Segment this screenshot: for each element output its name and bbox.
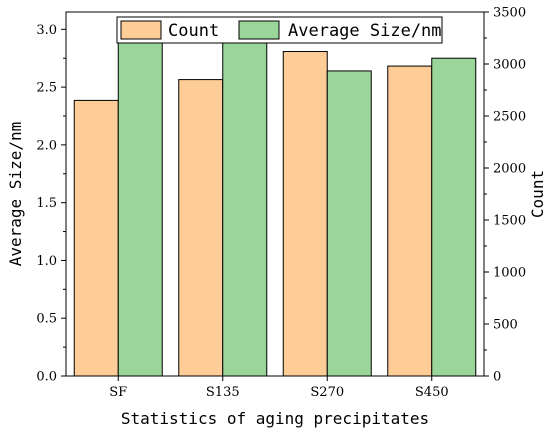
bars-layer	[73, 32, 477, 377]
bar-count-sf	[73, 99, 119, 377]
y-right-tick-label: 1500	[493, 214, 526, 229]
x-axis-title: Statistics of aging precipitates	[121, 409, 429, 428]
legend-label-count: Count	[168, 21, 219, 41]
x-tick-label: SF	[109, 385, 127, 400]
axes-layer: SF S135 S270 S450 0.0 0.5 1.0 1.5 2.0 2.5 3.0 0 500 1…	[36, 6, 526, 401]
legend-swatch-count	[120, 20, 162, 40]
y-left-tick-label: 2.0	[36, 138, 57, 153]
y-right-tick-label: 0	[493, 370, 501, 385]
y-right-tick-label: 2000	[493, 162, 526, 177]
legend-swatch-average-size	[238, 20, 280, 40]
bar-count-s135	[178, 79, 224, 377]
legend: Count Average Size/nm	[116, 16, 443, 44]
y-right-tick-label: 500	[493, 318, 518, 333]
y-right-tick-label: 3500	[493, 6, 526, 21]
bar-count-s270	[282, 51, 328, 377]
legend-label-average-size: Average Size/nm	[288, 21, 442, 41]
y-left-tick-label: 3.0	[36, 23, 57, 38]
bar-average-size-sf	[117, 32, 163, 377]
y-right-tick-label: 2500	[493, 110, 526, 125]
y-axis-left-title: Average Size/nm	[6, 122, 25, 267]
x-tick-label: S270	[310, 385, 344, 400]
y-left-tick-label: 0.5	[36, 312, 57, 327]
bar-average-size-s270	[326, 70, 372, 377]
x-tick-label: S135	[206, 385, 240, 400]
x-tick-label: S450	[415, 385, 449, 400]
y-left-tick-label: 2.5	[36, 81, 57, 96]
y-axis-right-title: Count	[528, 170, 547, 218]
bar-average-size-s135	[222, 38, 268, 377]
y-left-tick-label: 0.0	[36, 370, 57, 385]
y-left-tick-label: 1.5	[36, 196, 57, 211]
y-right-tick-label: 3000	[493, 58, 526, 73]
y-left-tick-label: 1.0	[36, 254, 57, 269]
bar-count-s450	[387, 65, 433, 377]
bar-average-size-s450	[431, 57, 477, 377]
y-right-tick-label: 1000	[493, 266, 526, 281]
